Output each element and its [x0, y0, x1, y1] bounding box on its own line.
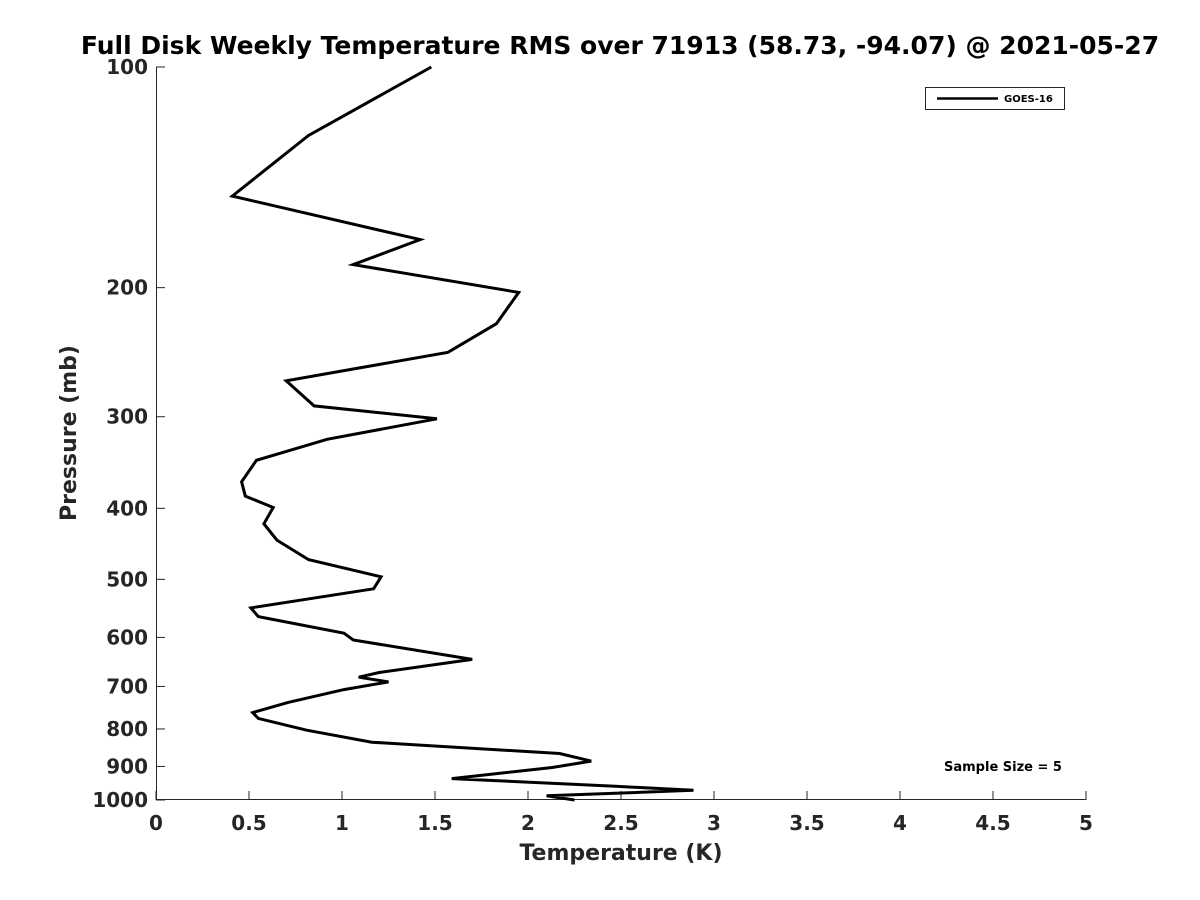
series-line-goes-16 — [228, 65, 694, 802]
y-tick-label: 600 — [106, 625, 148, 649]
y-axis-ticks: 100 200 300 400 500 600 700 800 900 1000 — [92, 55, 165, 812]
sample-size-annotation: Sample Size = 5 — [944, 760, 1062, 775]
x-tick-label: 2 — [521, 811, 535, 835]
x-tick-label: 4.5 — [975, 811, 1010, 835]
x-tick-label: 3.5 — [789, 811, 824, 835]
y-tick-label: 800 — [106, 717, 148, 741]
y-tick-label: 200 — [106, 276, 148, 300]
x-tick-label: 0.5 — [231, 811, 266, 835]
y-tick-label: 100 — [106, 55, 148, 79]
x-tick-label: 3 — [707, 811, 721, 835]
x-tick-label: 4 — [893, 811, 907, 835]
x-tick-label: 5 — [1079, 811, 1093, 835]
x-tick-label: 1 — [335, 811, 349, 835]
y-tick-label: 300 — [106, 405, 148, 429]
y-tick-label: 1000 — [92, 788, 148, 812]
y-tick-label: 900 — [106, 754, 148, 778]
y-tick-label: 500 — [106, 567, 148, 591]
legend-label: GOES-16 — [1004, 94, 1053, 105]
x-tick-label: 0 — [149, 811, 163, 835]
chart-title: Full Disk Weekly Temperature RMS over 71… — [81, 31, 1159, 60]
plot-area — [156, 67, 1086, 800]
x-axis-ticks: 0 0.5 1 1.5 2 2.5 3 3.5 4 4.5 5 — [149, 791, 1093, 835]
x-tick-label: 2.5 — [603, 811, 638, 835]
y-axis-label: Pressure (mb) — [57, 345, 82, 521]
x-tick-label: 1.5 — [417, 811, 452, 835]
series-layer — [228, 65, 694, 802]
y-tick-label: 700 — [106, 674, 148, 698]
y-tick-label: 400 — [106, 496, 148, 520]
x-axis-label: Temperature (K) — [519, 841, 722, 866]
legend: GOES-16 — [925, 87, 1065, 110]
